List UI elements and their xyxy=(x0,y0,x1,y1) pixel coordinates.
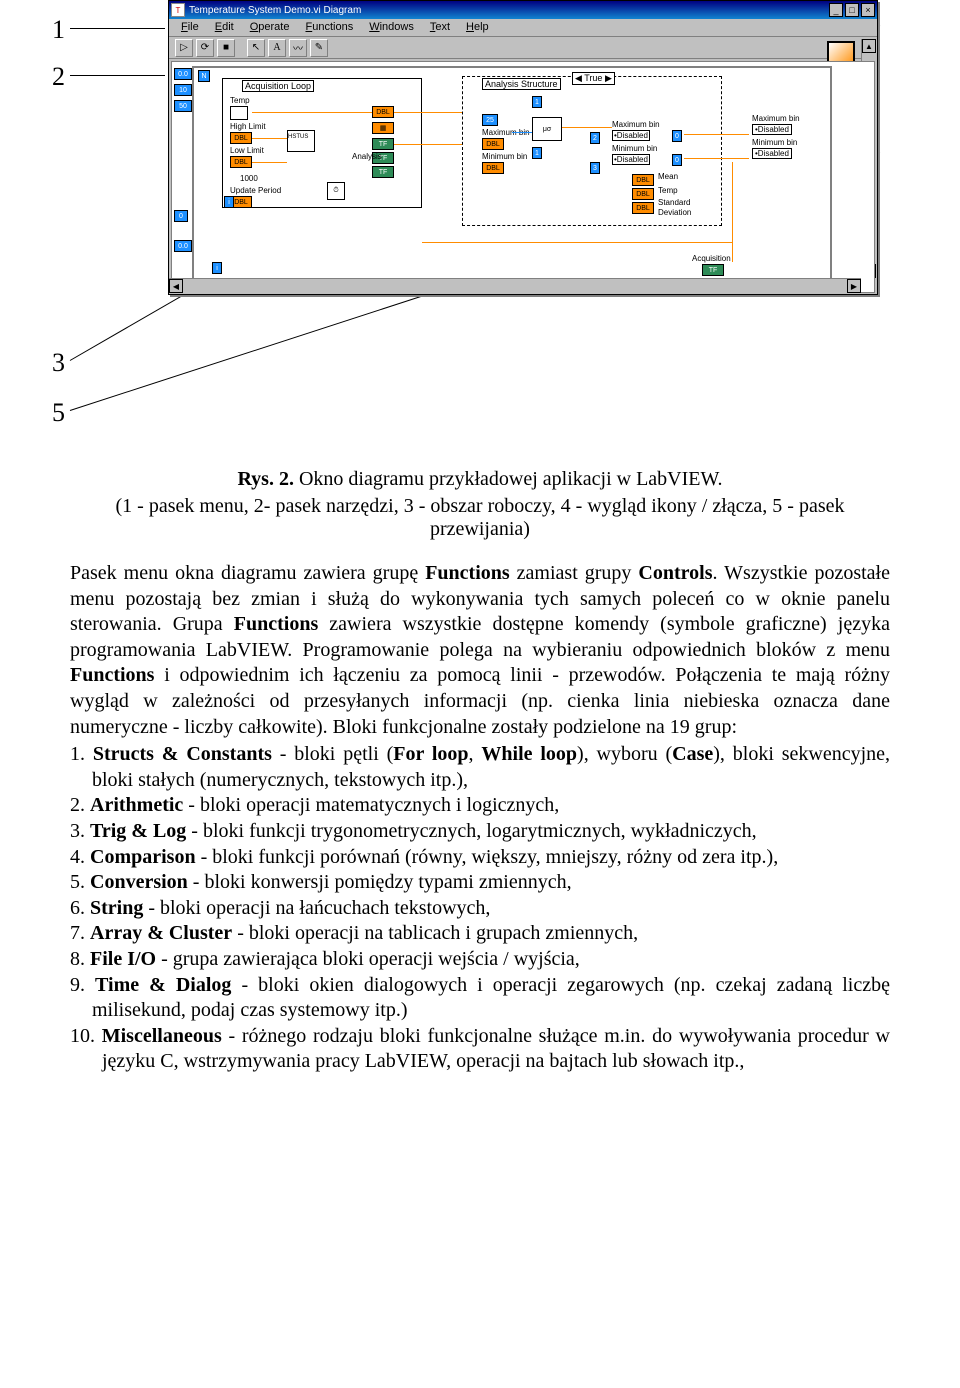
annotation-1: 1 xyxy=(52,15,65,45)
term-3: 3 xyxy=(590,162,600,174)
tool-run[interactable]: ▷ xyxy=(175,39,193,57)
tool-text[interactable]: A xyxy=(268,39,286,57)
term-25: 25 xyxy=(482,114,498,126)
term-i-acq: i xyxy=(224,196,234,208)
figure-caption: Rys. 2. Okno diagramu przykładowej aplik… xyxy=(70,468,890,491)
list-item: 4. Comparison - bloki funkcji porównań (… xyxy=(70,845,890,871)
label-high-limit: High Limit xyxy=(230,122,266,131)
figure-subcaption: (1 - pasek menu, 2- pasek narzędzi, 3 - … xyxy=(70,495,890,541)
paragraph-1: Pasek menu okna diagramu zawiera grupę F… xyxy=(70,561,890,740)
list-item: 6. String - bloki operacji na łańcuchach… xyxy=(70,896,890,922)
minimize-button[interactable]: _ xyxy=(829,3,843,17)
tool-cursor[interactable]: ↖ xyxy=(247,39,265,57)
term-low-dbl: DBL xyxy=(230,156,252,168)
list-item: 8. File I/O - grupa zawierająca bloki op… xyxy=(70,947,890,973)
window-title: Temperature System Demo.vi Diagram xyxy=(189,5,361,16)
term-i-outer: i xyxy=(212,262,222,274)
case-selector[interactable]: ◀ True ▶ xyxy=(572,72,615,85)
label-disabled3: •Disabled xyxy=(752,124,792,135)
label-low-limit: Low Limit xyxy=(230,146,264,155)
maximize-button[interactable]: □ xyxy=(845,3,859,17)
diagram-canvas: 0.0 10 50 0 0.0 N Acquisition Loop Temp … xyxy=(171,61,875,293)
app-icon: T xyxy=(171,3,185,17)
annotation-5-bottom: 5 xyxy=(52,398,65,428)
annotation-3: 3 xyxy=(52,348,65,378)
list-item: 7. Array & Cluster - bloki operacji na t… xyxy=(70,921,890,947)
term-zero: 0 xyxy=(174,210,188,222)
menu-text[interactable]: Text xyxy=(422,19,458,36)
titlebar: T Temperature System Demo.vi Diagram _ □… xyxy=(169,1,877,19)
temp-icon: 🌡 xyxy=(230,106,248,120)
menu-file[interactable]: File xyxy=(173,19,207,36)
label-maxbin-out: Maximum bin xyxy=(752,114,800,123)
term-temp-dbl: DBL xyxy=(632,188,654,200)
label-minbin-out: Minimum bin xyxy=(752,138,797,147)
list-item: 1. Structs & Constants - bloki pętli (Fo… xyxy=(70,742,890,793)
term-fifty: 50 xyxy=(174,100,192,112)
function-groups-list: 1. Structs & Constants - bloki pętli (Fo… xyxy=(70,742,890,1075)
label-minbin-mid: Minimum bin xyxy=(612,144,657,153)
label-acq: Acquisition xyxy=(692,254,731,263)
label-dev: Deviation xyxy=(658,208,691,217)
menu-functions[interactable]: Functions xyxy=(297,19,361,36)
term-zz-top: 0.0 xyxy=(174,68,192,80)
term-std-dbl: DBL xyxy=(632,202,654,214)
menubar: File Edit Operate Functions Windows Text… xyxy=(169,19,877,37)
tool-runloop[interactable]: ⟳ xyxy=(196,39,214,57)
term-1b: 1 xyxy=(532,147,542,159)
labview-window: T Temperature System Demo.vi Diagram _ □… xyxy=(168,0,878,295)
list-item: 3. Trig & Log - bloki funkcji trygonomet… xyxy=(70,819,890,845)
label-mean: Mean xyxy=(658,172,678,181)
label-1000: 1000 xyxy=(240,174,258,183)
label-temp: Temp xyxy=(230,96,250,105)
term-0b: 0 xyxy=(672,154,682,166)
label-disabled4: •Disabled xyxy=(752,148,792,159)
term-dbl-out1: DBL xyxy=(372,106,394,118)
menu-help[interactable]: Help xyxy=(458,19,497,36)
label-maxbin-mid: Maximum bin xyxy=(612,120,660,129)
term-0a: 0 xyxy=(672,130,682,142)
annotation-2: 2 xyxy=(52,62,65,92)
menu-edit[interactable]: Edit xyxy=(207,19,242,36)
figure-area: 1 2 3 5 4 5 T Temperature System Demo.vi… xyxy=(70,0,890,460)
term-ten: 10 xyxy=(174,84,192,96)
toolbar: ▷ ⟳ ■ ↖ A 〰 ✎ xyxy=(169,37,877,59)
hist-label: HSTUS xyxy=(288,134,308,140)
label-disabled2: •Disabled xyxy=(612,154,650,165)
label-std: Standard xyxy=(658,198,690,207)
tool-stop[interactable]: ■ xyxy=(217,39,235,57)
list-item: 9. Time & Dialog - bloki okien dialogowy… xyxy=(70,973,890,1024)
list-item: 5. Conversion - bloki konwersji pomiędzy… xyxy=(70,870,890,896)
label-temp2: Temp xyxy=(658,186,678,195)
list-item: 10. Miscellaneous - różnego rodzaju blok… xyxy=(70,1024,890,1075)
term-1: 1 xyxy=(532,96,542,108)
term-emu: ▦ xyxy=(372,122,394,134)
menu-windows[interactable]: Windows xyxy=(361,19,422,36)
term-mean-dbl: DBL xyxy=(632,174,654,186)
term-zz-bot: 0.0 xyxy=(174,240,192,252)
term-2: 2 xyxy=(590,132,600,144)
label-disabled1: •Disabled xyxy=(612,130,650,141)
label-minbin-in: Minimum bin xyxy=(482,152,527,161)
timer-subvi: ⏱ xyxy=(327,182,345,200)
tool-probe[interactable]: ✎ xyxy=(310,39,328,57)
term-tf-3: TF xyxy=(372,166,394,178)
term-maxbin-dbl: DBL xyxy=(482,138,504,150)
tool-wire[interactable]: 〰 xyxy=(289,39,307,57)
menu-operate[interactable]: Operate xyxy=(242,19,298,36)
stat-subvi: μσ xyxy=(532,117,562,141)
label-analysis: Analysis xyxy=(352,152,382,161)
term-n: N xyxy=(198,70,210,82)
label-update: Update Period xyxy=(230,186,281,195)
term-minbin-dbl: DBL xyxy=(482,162,504,174)
term-high-dbl: DBL xyxy=(230,132,252,144)
term-tf-acq: TF xyxy=(702,264,724,276)
acquisition-loop-label: Acquisition Loop xyxy=(242,80,314,92)
analysis-label: Analysis Structure xyxy=(482,78,561,90)
term-tf-1: TF xyxy=(372,138,394,150)
list-item: 2. Arithmetic - bloki operacji matematyc… xyxy=(70,793,890,819)
scrollbar-horizontal[interactable]: ◀ ▶ xyxy=(169,278,861,294)
close-button[interactable]: × xyxy=(861,3,875,17)
